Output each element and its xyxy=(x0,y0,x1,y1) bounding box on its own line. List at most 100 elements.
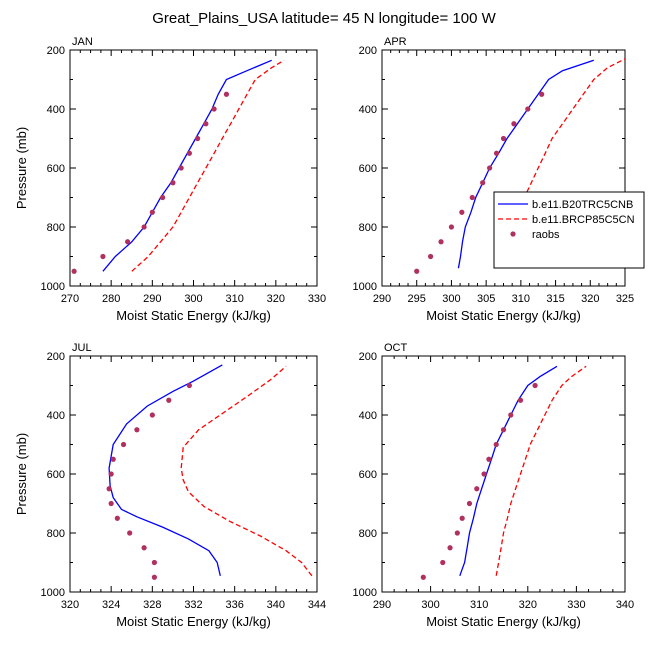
x-tick-label: 336 xyxy=(225,599,243,611)
raobs-marker xyxy=(166,397,172,403)
panel-label: APR xyxy=(384,36,407,48)
raobs-marker xyxy=(186,382,192,389)
x-tick-label: 320 xyxy=(581,293,599,305)
raobs-marker xyxy=(517,397,524,403)
y-tick-label: 200 xyxy=(47,351,65,363)
panel-label: JUL xyxy=(72,342,92,354)
raobs-marker xyxy=(141,224,147,230)
raobs-marker xyxy=(459,515,465,521)
x-axis-label: Moist Static Energy (kJ/kg) xyxy=(426,308,581,323)
x-tick-label: 332 xyxy=(184,599,202,611)
raobs-marker xyxy=(448,224,455,230)
panels: 270 280 290 300 310 320 330 200 400 600 800 1000 JAN… xyxy=(14,36,634,629)
y-tick-label: 1000 xyxy=(41,587,65,599)
raobs-marker xyxy=(487,165,493,171)
y-tick-label: 200 xyxy=(359,351,377,363)
x-tick-label: 340 xyxy=(267,599,285,611)
legend: b.e11.B20TRC5CNB b.e11.BRCP85C5CN raobs xyxy=(493,191,645,269)
raobs-marker xyxy=(127,530,133,536)
y-axis-label: Pressure (mb) xyxy=(14,433,29,515)
raobs-marker xyxy=(454,530,460,536)
raobs-marker xyxy=(440,559,446,566)
raobs-marker xyxy=(466,500,473,507)
raobs-marker xyxy=(110,456,116,462)
x-tick-label: 290 xyxy=(373,599,391,611)
y-axis-label: Pressure (mb) xyxy=(14,127,29,209)
x-tick-label: 280 xyxy=(102,293,120,305)
x-tick-label: 320 xyxy=(267,293,285,305)
panel-apr: 290 295 300 305 310 315 320 325 200 400 600 800 1000… xyxy=(353,36,635,323)
x-tick-label: 305 xyxy=(477,293,495,305)
y-tick-label: 400 xyxy=(47,410,65,422)
y-tick-label: 600 xyxy=(47,163,65,175)
raobs-marker xyxy=(100,253,106,260)
panel-jan: 270 280 290 300 310 320 330 200 400 600 800 1000 JAN… xyxy=(14,36,326,323)
legend-box xyxy=(493,191,645,269)
raobs-marker xyxy=(195,135,201,142)
x-tick-label: 324 xyxy=(102,599,120,611)
panel-label: OCT xyxy=(384,342,408,354)
raobs-marker xyxy=(108,500,114,507)
x-tick-label: 300 xyxy=(442,293,460,305)
plot-frame xyxy=(381,355,626,593)
series-line-rcp85 xyxy=(131,59,285,272)
raobs-marker xyxy=(108,471,114,477)
x-tick-label: 295 xyxy=(408,293,426,305)
x-tick-label: 320 xyxy=(519,599,537,611)
y-tick-label: 800 xyxy=(359,222,377,234)
panel-oct: 290 300 310 320 330 340 200 400 600 800 1000 OCT Moi… xyxy=(353,342,635,629)
x-tick-label: 290 xyxy=(373,293,391,305)
x-tick-label: 300 xyxy=(184,293,202,305)
y-tick-label: 400 xyxy=(47,104,65,116)
legend-marker-raobs xyxy=(510,231,516,237)
x-tick-label: 344 xyxy=(308,599,326,611)
y-tick-label: 600 xyxy=(47,469,65,481)
series-raobs xyxy=(106,382,192,580)
raobs-marker xyxy=(141,545,147,551)
raobs-marker xyxy=(500,427,507,433)
series-line-rcp85 xyxy=(180,365,313,577)
x-axis-label: Moist Static Energy (kJ/kg) xyxy=(116,308,271,323)
y-tick-label: 200 xyxy=(359,45,377,57)
y-tick-label: 800 xyxy=(359,528,377,540)
x-tick-label: 300 xyxy=(421,599,439,611)
legend-label: b.e11.B20TRC5CNB xyxy=(532,199,633,211)
raobs-marker xyxy=(414,268,420,274)
raobs-marker xyxy=(511,121,517,127)
x-tick-label: 330 xyxy=(567,599,585,611)
x-axis-label: Moist Static Energy (kJ/kg) xyxy=(426,614,581,629)
raobs-marker xyxy=(170,180,176,186)
y-tick-label: 600 xyxy=(359,163,377,175)
raobs-marker xyxy=(420,574,426,580)
raobs-marker xyxy=(469,194,475,201)
raobs-marker xyxy=(149,412,155,418)
y-tick-label: 1000 xyxy=(353,587,377,599)
panel-jul: 320 324 328 332 336 340 344 200 400 600 800 1000 JUL… xyxy=(14,342,326,629)
x-axis-label: Moist Static Energy (kJ/kg) xyxy=(116,614,271,629)
y-tick-label: 1000 xyxy=(353,281,377,293)
y-tick-label: 600 xyxy=(359,469,377,481)
raobs-marker xyxy=(160,194,166,201)
raobs-marker xyxy=(149,209,155,215)
raobs-marker xyxy=(486,456,492,462)
panel-label: JAN xyxy=(72,36,93,48)
figure-title: Great_Plains_USA latitude= 45 N longitud… xyxy=(152,10,496,27)
raobs-marker xyxy=(151,559,157,566)
raobs-marker xyxy=(125,239,131,245)
series-raobs xyxy=(414,91,545,274)
raobs-marker xyxy=(223,91,230,97)
series-raobs xyxy=(71,91,230,274)
raobs-marker xyxy=(493,441,499,448)
raobs-marker xyxy=(532,382,538,389)
series-raobs xyxy=(420,382,538,580)
series-line-historical xyxy=(459,365,558,577)
series-line-historical xyxy=(108,364,223,576)
plot-frame xyxy=(69,355,318,593)
raobs-marker xyxy=(186,150,192,156)
x-tick-label: 320 xyxy=(61,599,79,611)
raobs-marker xyxy=(178,165,184,171)
raobs-marker xyxy=(438,239,444,245)
raobs-marker xyxy=(481,471,487,477)
raobs-marker xyxy=(493,150,500,156)
x-tick-label: 328 xyxy=(143,599,161,611)
